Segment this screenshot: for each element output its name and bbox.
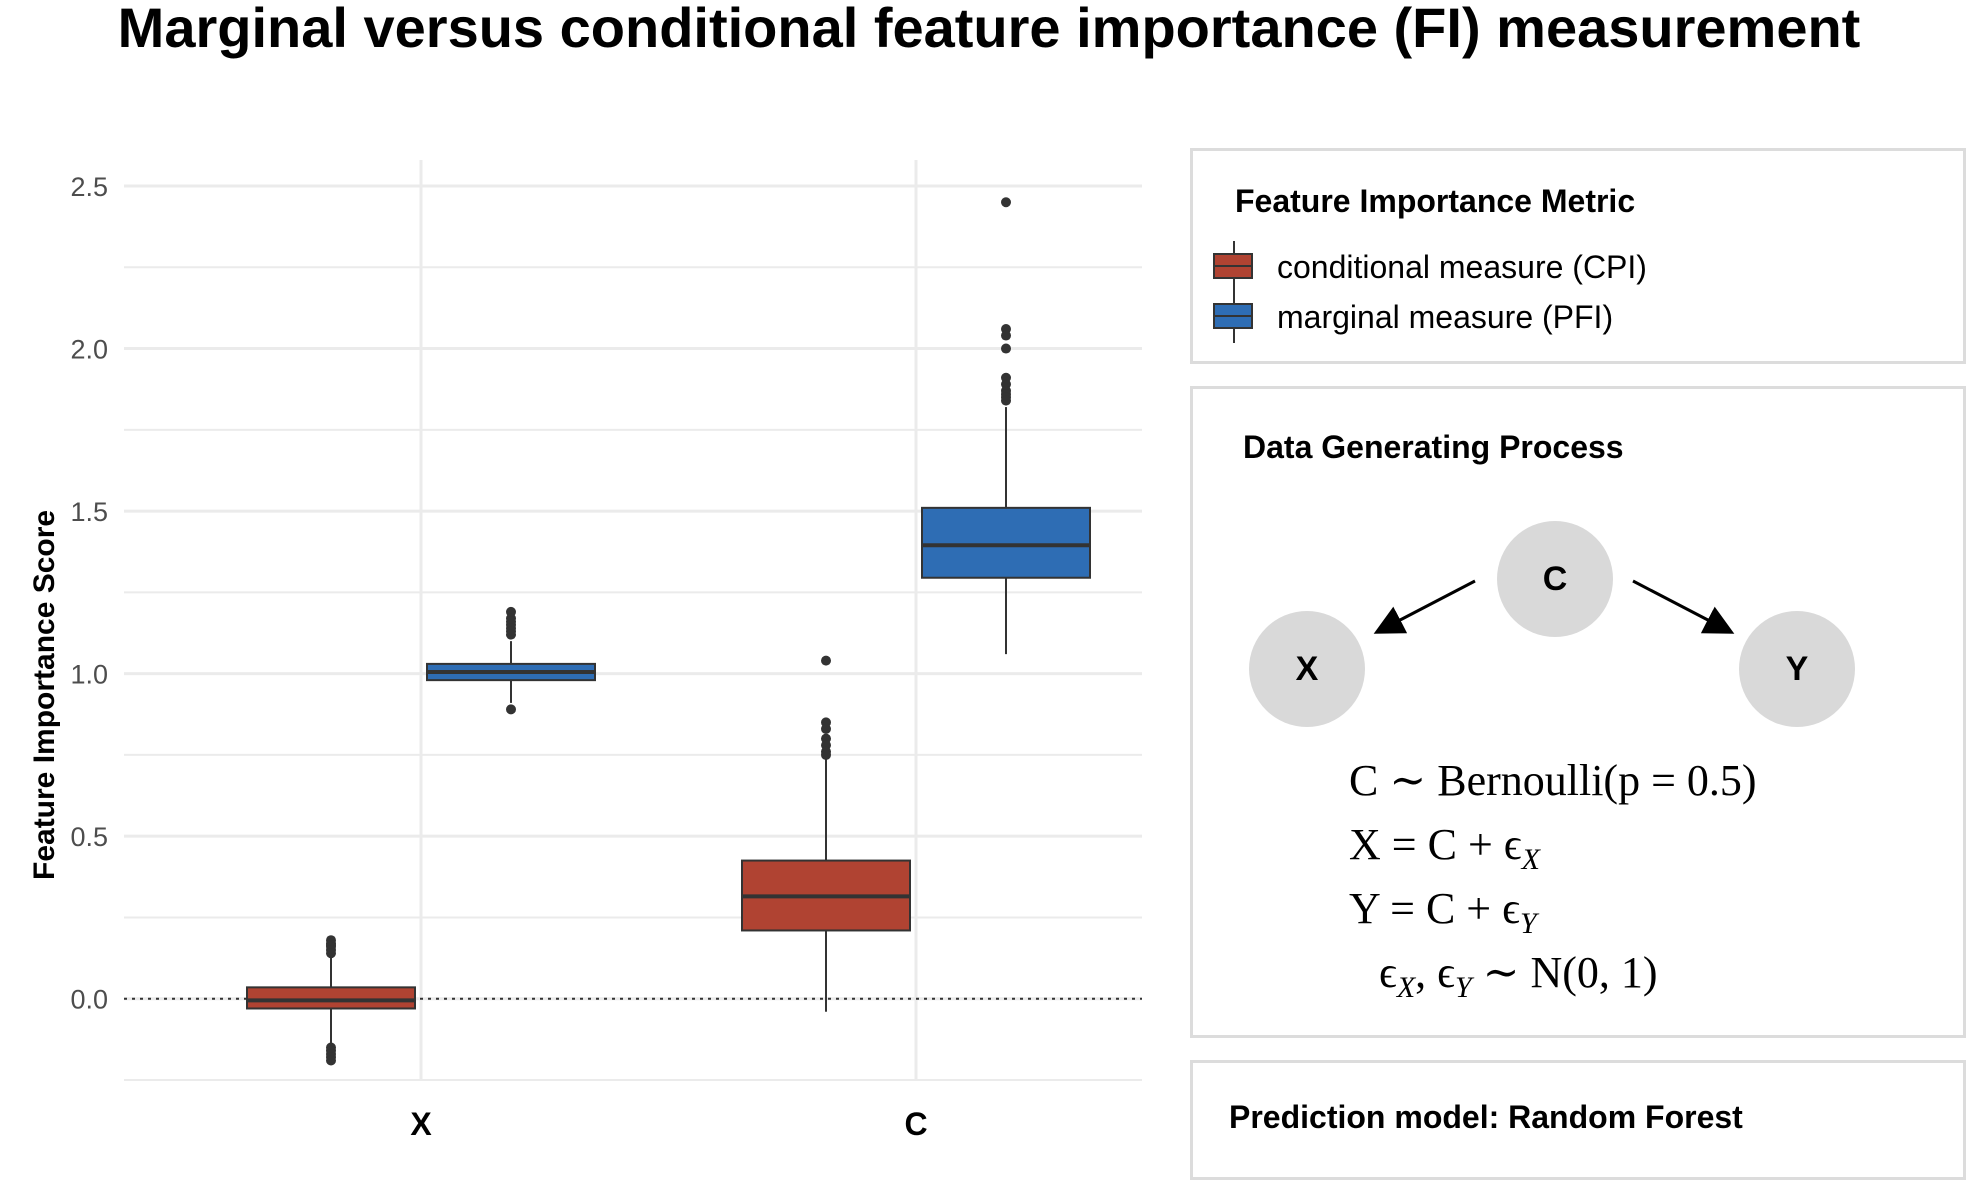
outlier-pfi-x bbox=[506, 629, 516, 640]
legend-key-pfi bbox=[1211, 291, 1257, 343]
legend-item-cpi: conditional measure (CPI) bbox=[1211, 241, 1647, 293]
legend-label-cpi: conditional measure (CPI) bbox=[1277, 248, 1647, 285]
node-c: C bbox=[1497, 521, 1613, 637]
y-tick-label: 2.5 bbox=[70, 172, 108, 202]
x-tick-label-c: C bbox=[904, 1106, 927, 1142]
x-tick-label-x: X bbox=[410, 1106, 432, 1142]
box-cpi-x bbox=[246, 986, 416, 1010]
equation-x: X = C + ϵX bbox=[1349, 820, 1540, 876]
dgp-title: Data Generating Process bbox=[1243, 429, 1624, 465]
legend-key-cpi bbox=[1211, 241, 1257, 293]
outlier-pfi-x bbox=[506, 704, 516, 715]
arrow-c-to-x bbox=[1373, 579, 1476, 634]
outlier-cpi-c bbox=[821, 749, 831, 760]
outlier-cpi-x bbox=[326, 1055, 336, 1066]
model-panel: Prediction model: Random Forest bbox=[1190, 1060, 1966, 1180]
outlier-cpi-x bbox=[326, 948, 336, 959]
equation-c: C ∼ Bernoulli(p = 0.5) bbox=[1349, 756, 1757, 805]
outlier-pfi-c bbox=[1001, 343, 1011, 354]
legend-item-pfi: marginal measure (PFI) bbox=[1211, 291, 1614, 343]
outlier-pfi-c bbox=[1001, 197, 1011, 208]
equation-y: Y = C + ϵY bbox=[1349, 884, 1537, 940]
outlier-pfi-c bbox=[1001, 395, 1011, 406]
box-pfi-c bbox=[921, 506, 1091, 579]
arrow-c-to-y bbox=[1632, 579, 1735, 634]
outlier-cpi-c bbox=[821, 655, 831, 666]
legend-label-pfi: marginal measure (PFI) bbox=[1277, 298, 1614, 335]
boxplot-chart: 0.0 0.5 1.0 1.5 2.0 2.5 X C bbox=[70, 160, 1142, 1142]
outlier-pfi-c bbox=[1001, 330, 1011, 341]
outlier-cpi-c bbox=[821, 723, 831, 734]
y-tick-label: 2.0 bbox=[70, 335, 108, 365]
y-tick-label: 0.5 bbox=[70, 822, 108, 852]
node-y: Y bbox=[1739, 611, 1855, 727]
y-axis-title: Feature Importance Score bbox=[28, 509, 61, 880]
equation-noise: ϵX, ϵY ∼ N(0, 1) bbox=[1379, 948, 1658, 1004]
dgp-panel: Data Generating Process C X Y C ∼ Bernou… bbox=[1190, 386, 1966, 1038]
dag-arrows bbox=[1373, 579, 1735, 634]
legend-title: Feature Importance Metric bbox=[1235, 183, 1636, 219]
node-x: X bbox=[1249, 611, 1365, 727]
chart-title: Marginal versus conditional feature impo… bbox=[117, 0, 1861, 59]
y-tick-label: 1.5 bbox=[70, 497, 108, 527]
y-tick-label: 1.0 bbox=[70, 660, 108, 690]
model-label: Prediction model: Random Forest bbox=[1229, 1099, 1743, 1135]
legend-panel: Feature Importance Metric conditional me… bbox=[1190, 148, 1966, 364]
y-tick-label: 0.0 bbox=[70, 985, 108, 1015]
